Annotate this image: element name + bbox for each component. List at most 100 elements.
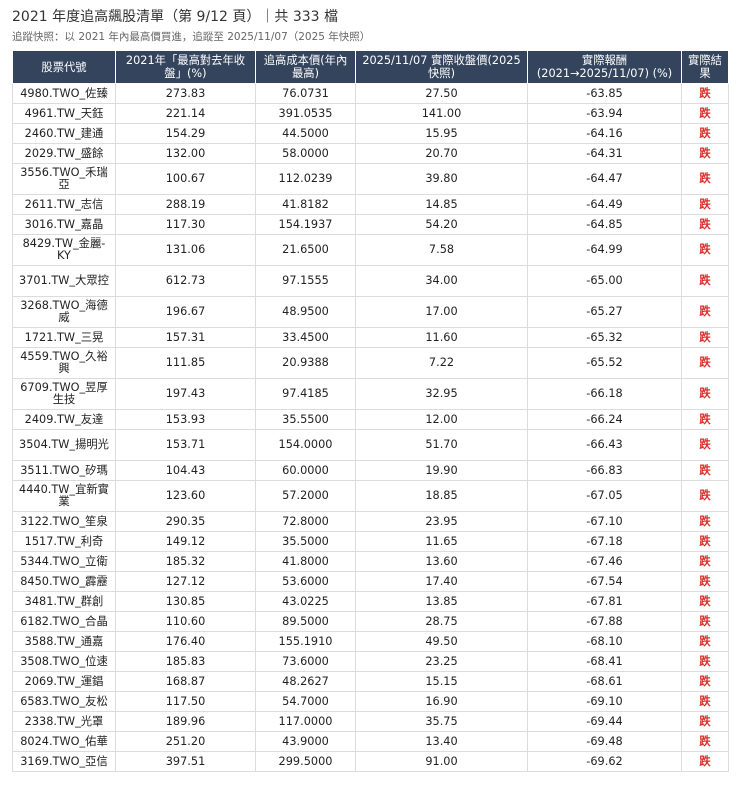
table-row: 6709.TWO_昱厚生技 197.43 97.4185 32.95 -66.18 跌 (12, 378, 729, 410)
return-cell: -68.10 (527, 631, 682, 652)
close-cell: 15.15 (355, 671, 528, 692)
rise-cell: 100.67 (115, 163, 256, 195)
rise-cell: 157.31 (115, 327, 256, 348)
result-cell: 跌 (681, 194, 729, 215)
table-row: 1721.TW_三晃 157.31 33.4500 11.60 -65.32 跌 (12, 327, 729, 348)
table-row: 3122.TWO_笙泉 290.35 72.8000 23.95 -67.10 跌 (12, 511, 729, 532)
rise-cell: 189.96 (115, 711, 256, 732)
result-cell: 跌 (681, 591, 729, 612)
col-header-stock[interactable]: 股票代號 (12, 50, 116, 84)
cost-cell: 76.0731 (255, 83, 356, 104)
table-row: 8450.TWO_霹靂 127.12 53.6000 17.40 -67.54 跌 (12, 571, 729, 592)
result-cell: 跌 (681, 234, 729, 266)
rise-cell: 290.35 (115, 511, 256, 532)
rise-cell: 612.73 (115, 265, 256, 297)
close-cell: 51.70 (355, 429, 528, 461)
return-cell: -64.31 (527, 143, 682, 164)
close-cell: 23.95 (355, 511, 528, 532)
result-cell: 跌 (681, 378, 729, 410)
result-cell: 跌 (681, 143, 729, 164)
stock-cell: 6182.TWO_合晶 (12, 611, 116, 632)
result-cell: 跌 (681, 611, 729, 632)
stock-cell: 3556.TWO_禾瑞亞 (12, 163, 116, 195)
rise-cell: 185.32 (115, 551, 256, 572)
rise-cell: 131.06 (115, 234, 256, 266)
table-row: 8024.TWO_佑華 251.20 43.9000 13.40 -69.48 跌 (12, 731, 729, 752)
close-cell: 23.25 (355, 651, 528, 672)
close-cell: 12.00 (355, 409, 528, 430)
stock-cell: 2409.TW_友達 (12, 409, 116, 430)
stock-cell: 3701.TW_大眾控 (12, 265, 116, 297)
rise-cell: 110.60 (115, 611, 256, 632)
cost-cell: 72.8000 (255, 511, 356, 532)
col-header-rise[interactable]: 2021年「最高對去年收盤」(%) (115, 50, 256, 84)
return-cell: -67.05 (527, 480, 682, 512)
close-cell: 49.50 (355, 631, 528, 652)
table-row: 1517.TW_利奇 149.12 35.5000 11.65 -67.18 跌 (12, 531, 729, 552)
stock-cell: 3588.TW_通嘉 (12, 631, 116, 652)
table-row: 4440.TW_宜新實業 123.60 57.2000 18.85 -67.05 跌 (12, 480, 729, 512)
rise-cell: 123.60 (115, 480, 256, 512)
rise-cell: 197.43 (115, 378, 256, 410)
return-cell: -68.61 (527, 671, 682, 692)
table-body: 4980.TWO_佐臻 273.83 76.0731 27.50 -63.85 跌 4961… (12, 83, 729, 772)
col-header-result[interactable]: 實際結果 (681, 50, 729, 84)
cost-cell: 155.1910 (255, 631, 356, 652)
return-cell: -65.32 (527, 327, 682, 348)
cost-cell: 97.1555 (255, 265, 356, 297)
result-cell: 跌 (681, 651, 729, 672)
rise-cell: 127.12 (115, 571, 256, 592)
cost-cell: 53.6000 (255, 571, 356, 592)
result-cell: 跌 (681, 511, 729, 532)
stock-cell: 3016.TW_嘉晶 (12, 214, 116, 235)
stock-cell: 2460.TW_建通 (12, 123, 116, 144)
close-cell: 32.95 (355, 378, 528, 410)
cost-cell: 44.5000 (255, 123, 356, 144)
return-cell: -63.85 (527, 83, 682, 104)
table-row: 3511.TWO_矽瑪 104.43 60.0000 19.90 -66.83 跌 (12, 460, 729, 481)
cost-cell: 58.0000 (255, 143, 356, 164)
close-cell: 39.80 (355, 163, 528, 195)
result-cell: 跌 (681, 163, 729, 195)
result-cell: 跌 (681, 691, 729, 712)
return-cell: -69.62 (527, 751, 682, 772)
cost-cell: 21.6500 (255, 234, 356, 266)
close-cell: 14.85 (355, 194, 528, 215)
table-row: 3481.TW_群創 130.85 43.0225 13.85 -67.81 跌 (12, 591, 729, 612)
page: 2021 年度追高飆股清單（第 9/12 頁）｜共 333 檔 追蹤快照：以 2… (12, 9, 729, 772)
return-cell: -66.24 (527, 409, 682, 430)
cost-cell: 35.5000 (255, 531, 356, 552)
result-cell: 跌 (681, 83, 729, 104)
return-cell: -69.10 (527, 691, 682, 712)
col-header-cost[interactable]: 追高成本價(年內最高) (255, 50, 356, 84)
return-cell: -69.48 (527, 731, 682, 752)
close-cell: 11.65 (355, 531, 528, 552)
result-cell: 跌 (681, 265, 729, 297)
rise-cell: 397.51 (115, 751, 256, 772)
stock-cell: 3508.TWO_位速 (12, 651, 116, 672)
rise-cell: 288.19 (115, 194, 256, 215)
result-cell: 跌 (681, 480, 729, 512)
close-cell: 13.60 (355, 551, 528, 572)
close-cell: 7.22 (355, 347, 528, 379)
return-cell: -67.10 (527, 511, 682, 532)
rise-cell: 168.87 (115, 671, 256, 692)
cost-cell: 117.0000 (255, 711, 356, 732)
stock-cell: 4961.TW_天鈺 (12, 103, 116, 124)
col-header-close[interactable]: 2025/11/07 實際收盤價(2025快照) (355, 50, 528, 84)
result-cell: 跌 (681, 711, 729, 732)
close-cell: 91.00 (355, 751, 528, 772)
col-header-return[interactable]: 實際報酬 (2021→2025/11/07) (%) (527, 50, 682, 84)
return-cell: -64.99 (527, 234, 682, 266)
rise-cell: 111.85 (115, 347, 256, 379)
return-cell: -66.43 (527, 429, 682, 461)
close-cell: 17.40 (355, 571, 528, 592)
table-row: 2409.TW_友達 153.93 35.5500 12.00 -66.24 跌 (12, 409, 729, 430)
rise-cell: 251.20 (115, 731, 256, 752)
result-cell: 跌 (681, 214, 729, 235)
result-cell: 跌 (681, 460, 729, 481)
stock-cell: 4440.TW_宜新實業 (12, 480, 116, 512)
close-cell: 11.60 (355, 327, 528, 348)
stock-cell: 8024.TWO_佑華 (12, 731, 116, 752)
stock-cell: 2069.TW_運錩 (12, 671, 116, 692)
